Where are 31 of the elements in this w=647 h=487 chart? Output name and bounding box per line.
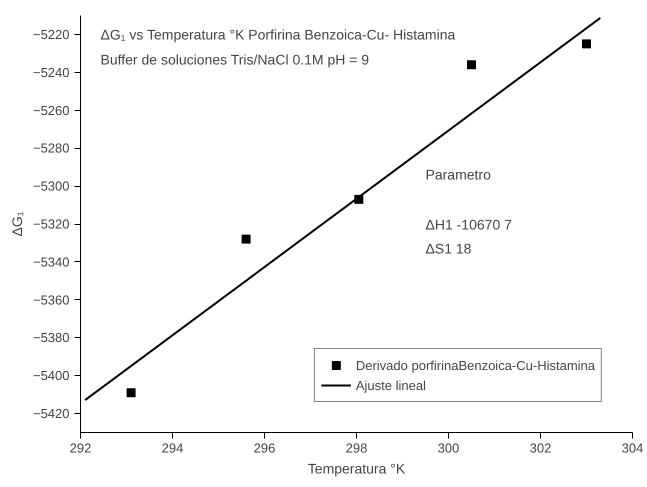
annotation: ΔS1 18 xyxy=(426,240,472,256)
y-tick-label: −5380 xyxy=(32,330,70,346)
x-tick-label: 304 xyxy=(622,440,644,456)
x-tick-label: 292 xyxy=(70,440,92,456)
annotation: ΔH1 -10670 7 xyxy=(426,216,512,232)
text: ΔG₁ vs Temperatura °K Porfirina Benzoica-Cu- Histamina xyxy=(100,26,456,42)
point xyxy=(126,388,136,398)
y-tick-label: −5300 xyxy=(32,178,70,194)
point xyxy=(242,234,251,244)
y-tick-label: −5240 xyxy=(32,64,70,80)
y-tick-label: −5260 xyxy=(32,102,70,118)
x-tick-label: 294 xyxy=(162,440,184,456)
y-tick-label: −5360 xyxy=(32,292,70,308)
x-tick-label: 302 xyxy=(530,440,552,456)
y-tick-label: −5220 xyxy=(32,26,70,42)
x-tick-label: 298 xyxy=(346,440,368,456)
annotation: Parametro xyxy=(426,166,492,182)
legend-label: Ajuste lineal xyxy=(356,378,426,392)
y-tick-label: −5280 xyxy=(32,140,70,156)
x-axis-title: Temperatura °K xyxy=(308,460,406,476)
y-tick-label: −5420 xyxy=(32,406,70,422)
x-tick-label: 300 xyxy=(438,440,460,456)
y-tick-label: −5320 xyxy=(32,216,70,232)
legend-label: Derivado porfirinaBenzoica-Cu-Histamina xyxy=(356,358,595,372)
point xyxy=(582,39,591,48)
y-tick-label: −5400 xyxy=(32,368,70,384)
x-tick-label: 296 xyxy=(254,440,276,456)
point xyxy=(467,60,476,70)
y-tick-label: −5340 xyxy=(32,254,70,270)
y-axis-title: ΔG₁ xyxy=(8,211,25,236)
text: Buffer de soluciones Tris/NaCl 0.1M pH = 9 xyxy=(100,52,370,68)
